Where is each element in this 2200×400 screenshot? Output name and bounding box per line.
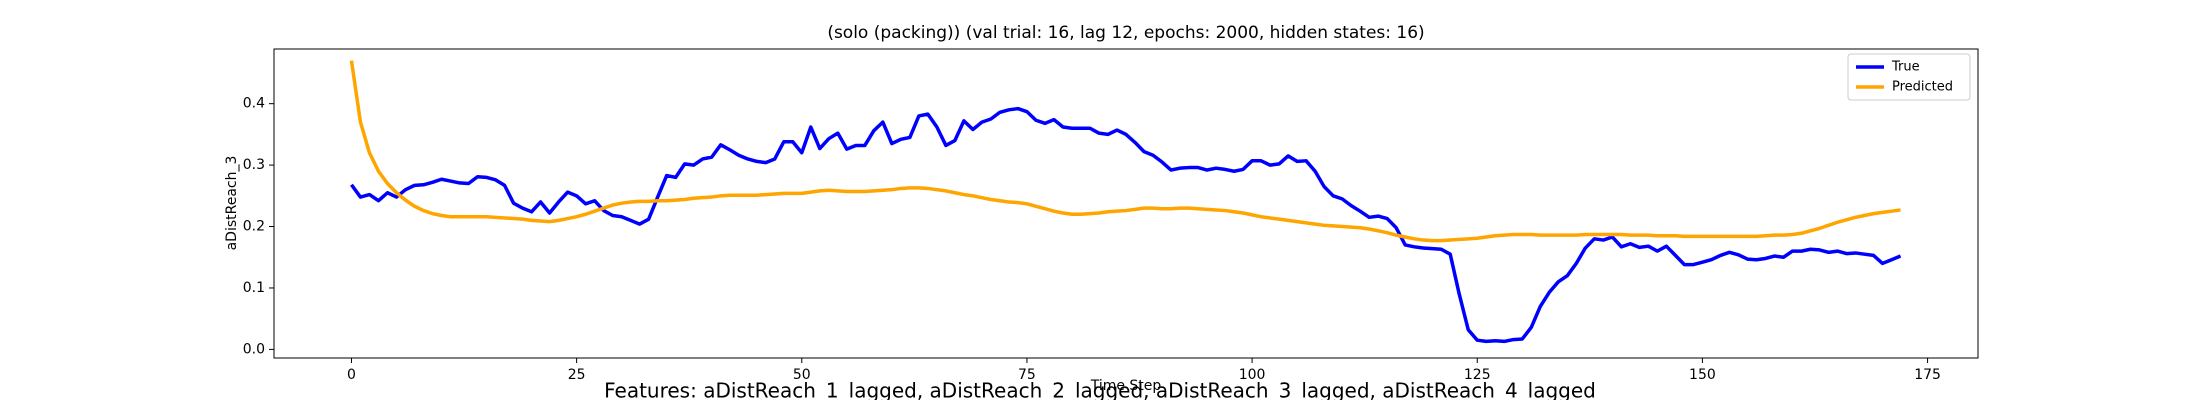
y-tick-label: 0.3 xyxy=(243,157,265,173)
y-axis-label: aDistReach_3 xyxy=(224,156,240,251)
x-tick-label: 50 xyxy=(793,367,811,383)
x-tick-label: 25 xyxy=(568,367,586,383)
y-tick-label: 0.1 xyxy=(243,280,265,296)
y-tick-label: 0.2 xyxy=(243,219,265,235)
x-tick-label: 75 xyxy=(1018,367,1036,383)
chart-title: (solo (packing)) (val trial: 16, lag 12,… xyxy=(827,23,1424,43)
y-tick-label: 0.4 xyxy=(243,96,265,112)
caption: Features: aDistReach_1_lagged, aDistReac… xyxy=(604,379,1596,400)
legend-label: Predicted xyxy=(1892,80,1953,95)
legend-label: True xyxy=(1891,60,1920,75)
x-tick-label: 175 xyxy=(1914,367,1941,383)
y-tick-label: 0.0 xyxy=(243,341,265,357)
x-tick-label: 125 xyxy=(1464,367,1491,383)
x-tick-label: 150 xyxy=(1689,367,1716,383)
x-tick-label: 0 xyxy=(347,367,356,383)
series-line xyxy=(350,106,1902,344)
series-line xyxy=(349,60,1901,243)
x-axis-label: Time Step xyxy=(1090,378,1162,394)
x-tick-label: 100 xyxy=(1239,367,1266,383)
plot-frame xyxy=(273,48,1979,359)
